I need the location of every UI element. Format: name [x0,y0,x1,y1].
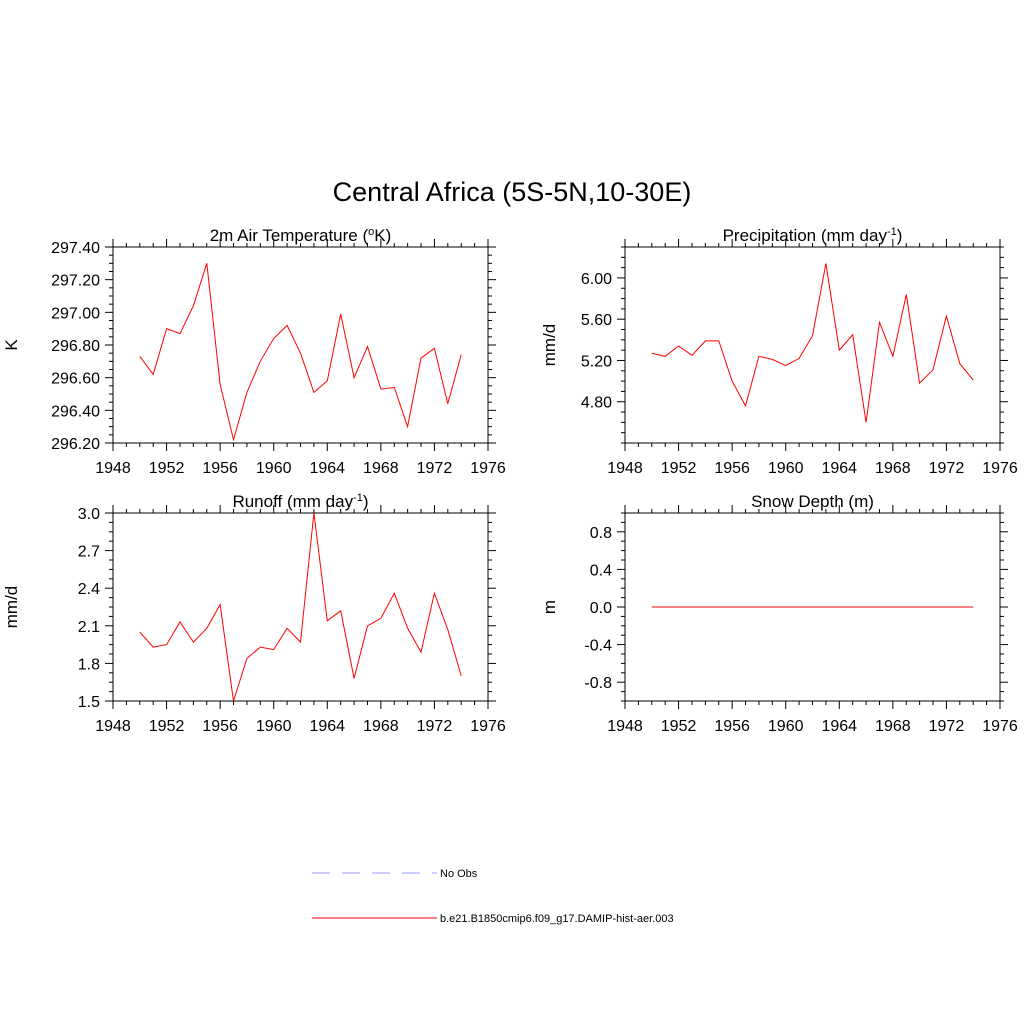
y-tick-label: 2.4 [78,581,100,598]
series-line-1 [651,263,974,423]
y-tick-label: 297.00 [51,305,100,322]
panels-group: 2m Air Temperature (oK)1948 1952 1956 1960 1… [2,226,1018,735]
y-tick-label: 5.20 [581,353,612,370]
y-tick-label: 0.0 [590,600,612,617]
y-tick-label: 4.80 [581,395,612,412]
x-tick-label: 1972 [417,460,453,477]
x-tick-label: 1948 [607,460,643,477]
x-tick-label: 1968 [363,460,399,477]
x-tick-label: 1972 [929,718,965,735]
x-tick-label: 1956 [714,460,750,477]
x-tick-label: 1960 [256,718,292,735]
plot-frame [112,246,489,444]
y-tick-label: 297.40 [51,240,100,257]
x-tick-label: 1960 [768,718,804,735]
x-tick-label: 1948 [95,718,131,735]
y-tick-label: -0.8 [584,675,612,692]
x-tick-label: 1948 [95,460,131,477]
x-tick-label: 1960 [256,460,292,477]
x-tick-label: 1976 [470,718,506,735]
y-tick-label: 296.80 [51,338,100,355]
x-tick-label: 1964 [309,718,345,735]
x-tick-label: 1976 [470,460,506,477]
y-tick-label: 296.20 [51,436,100,453]
plot-frame [624,246,1001,444]
x-tick-label: 1972 [417,718,453,735]
x-tick-label: 1956 [202,460,238,477]
panel-title-tail: K) [374,226,391,245]
figure-title: Central Africa (5S-5N,10-30E) [333,177,692,207]
series-line-1 [139,512,462,702]
y-tick-label: 296.40 [51,403,100,420]
panel-title: Precipitation (mm day-1) [723,226,903,245]
y-tick-label: 2.7 [78,544,100,561]
panel-title: Snow Depth (m) [751,492,874,511]
x-tick-label: 1968 [363,718,399,735]
legend-label-2: b.e21.B1850cmip6.f09_g17.DAMIP-hist-aer.… [440,913,674,925]
x-tick-label: 1964 [309,460,345,477]
x-tick-label: 1952 [661,460,697,477]
x-tick-label: 1952 [661,718,697,735]
x-tick-label: 1964 [821,718,857,735]
panel-3: Runoff (mm day-1) 1948 1952 1956 1960 1964 196… [2,492,506,735]
panel-title: 2m Air Temperature (oK) [210,226,392,245]
x-tick-label: 1952 [149,718,185,735]
x-tick-label: 1956 [202,718,238,735]
panel-title-sup: -1 [887,226,897,238]
y-tick-label: 1.5 [78,694,100,711]
panel-title-sup: o [368,226,374,238]
y-tick-label: 3.0 [78,506,100,523]
x-tick-label: 1960 [768,460,804,477]
x-tick-label: 1956 [714,718,750,735]
panel-title: Runoff (mm day-1) [232,492,368,511]
legend: No Obs b.e21.B1850cmip6.f09_g17.DAMIP-his… [312,868,674,925]
y-tick-label: 2.1 [78,619,100,636]
panel-title-main: Snow Depth (m) [751,492,874,511]
panel-title-main: 2m Air Temperature ( [210,226,369,245]
x-tick-label: 1968 [875,460,911,477]
x-tick-label: 1952 [149,460,185,477]
y-tick-label: 296.60 [51,371,100,388]
legend-label-1: No Obs [440,868,478,880]
panel-title-tail: ) [363,492,369,511]
y-tick-label: 1.8 [78,656,100,673]
x-tick-label: 1964 [821,460,857,477]
x-tick-label: 1976 [982,460,1018,477]
y-tick-label: 297.20 [51,273,100,290]
panel-2: Precipitation (mm day-1) 1948 1952 1956 1960… [540,226,1018,477]
y-tick-label: 6.00 [581,271,612,288]
x-tick-label: 1972 [929,460,965,477]
panel-title-main: Precipitation (mm day [723,226,888,245]
x-tick-label: 1948 [607,718,643,735]
x-tick-label: 1976 [982,718,1018,735]
y-tick-label: 0.4 [590,562,612,579]
y-axis-label: K [2,339,21,351]
y-tick-label: 0.8 [590,525,612,542]
panel-title-main: Runoff (mm day [232,492,353,511]
y-axis-label: mm/d [540,324,559,367]
panel-title-tail: ) [897,226,903,245]
y-tick-label: -0.4 [584,638,612,655]
panel-1: 2m Air Temperature (oK) 1948 1952 1956 1960 1… [2,226,506,477]
panel-4: Snow Depth (m) 1948 1952 1956 1960 1964 1968 19… [540,492,1018,735]
x-tick-label: 1968 [875,718,911,735]
y-axis-label: m [540,600,559,614]
series-line-1 [139,263,462,442]
panel-title-sup: -1 [353,492,363,504]
y-tick-label: 5.60 [581,312,612,329]
y-axis-label: mm/d [2,586,21,629]
